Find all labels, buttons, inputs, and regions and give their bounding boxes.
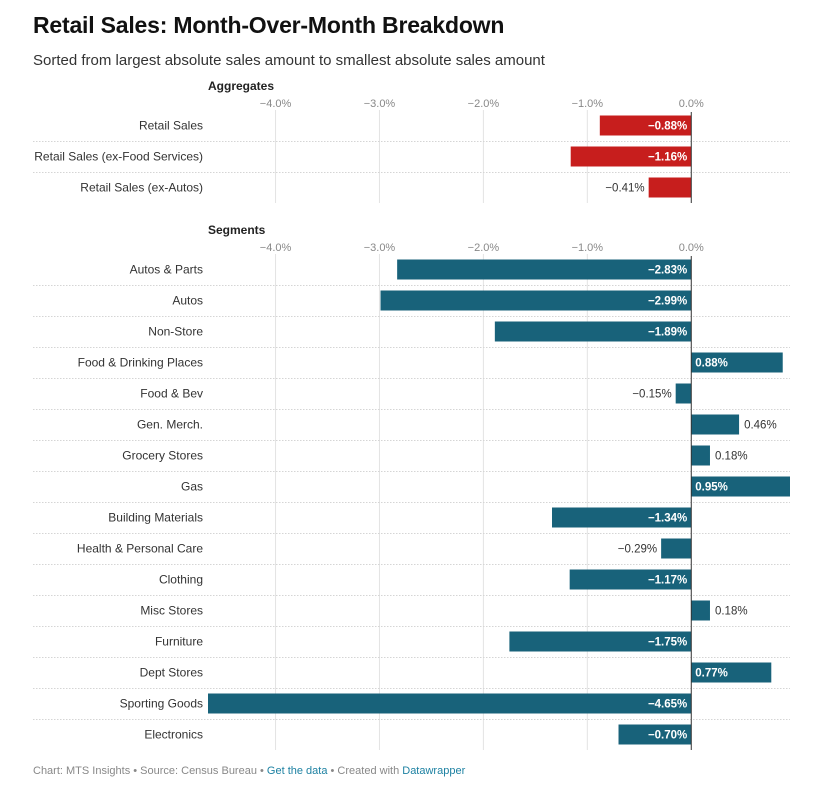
- category-label-1-15: Electronics: [144, 728, 203, 742]
- category-label-1-0: Autos & Parts: [130, 263, 203, 277]
- section-title-1: Segments: [208, 223, 266, 237]
- value-label-1-10: −1.17%: [648, 575, 687, 587]
- category-label-1-7: Gas: [181, 480, 203, 494]
- value-label-1-4: −0.15%: [632, 389, 671, 401]
- value-label-1-1: −2.99%: [648, 296, 687, 308]
- tick-label-0-2: −2.0%: [468, 98, 500, 110]
- value-label-1-6: 0.18%: [715, 451, 748, 463]
- tick-label-1-0: −4.0%: [260, 242, 292, 254]
- bar-1-9: [661, 538, 692, 559]
- category-label-1-4: Food & Bev: [140, 387, 203, 401]
- bar-1-13: [691, 662, 772, 683]
- category-label-1-1: Autos: [172, 294, 203, 308]
- value-label-1-8: −1.34%: [648, 513, 687, 525]
- value-label-1-0: −2.83%: [648, 265, 687, 277]
- tick-label-0-1: −3.0%: [364, 98, 396, 110]
- tick-label-1-3: −1.0%: [572, 242, 604, 254]
- bar-1-3: [691, 352, 783, 373]
- category-label-0-2: Retail Sales (ex-Autos): [80, 181, 203, 195]
- bar-1-11: [691, 600, 710, 621]
- value-label-0-2: −0.41%: [605, 183, 644, 195]
- bar-1-4: [675, 383, 692, 404]
- category-label-1-11: Misc Stores: [140, 604, 203, 618]
- value-label-1-2: −1.89%: [648, 327, 687, 339]
- value-label-1-12: −1.75%: [648, 637, 687, 649]
- tick-label-0-3: −1.0%: [572, 98, 604, 110]
- value-label-0-1: −1.16%: [648, 152, 687, 164]
- value-label-1-7: 0.95%: [695, 482, 728, 494]
- chart-title: Retail Sales: Month-Over-Month Breakdown: [33, 12, 505, 38]
- bar-1-1: [380, 290, 692, 311]
- chart-subtitle: Sorted from largest absolute sales amoun…: [33, 52, 545, 69]
- bar-0-0: [599, 115, 692, 136]
- category-label-1-6: Grocery Stores: [122, 449, 203, 463]
- chart-canvas: Aggregates −4.0% −3.0% −2.0% −1.0% 0.0% Retail…: [33, 79, 790, 750]
- category-label-1-2: Non-Store: [148, 325, 203, 339]
- category-label-1-5: Gen. Merch.: [137, 418, 203, 432]
- bar-1-14: [208, 693, 692, 714]
- section-title-0: Aggregates: [208, 79, 274, 93]
- category-label-1-3: Food & Drinking Places: [78, 356, 203, 370]
- get-the-data-link[interactable]: Get the data: [266, 765, 328, 777]
- value-label-1-3: 0.88%: [695, 358, 728, 370]
- value-label-1-15: −0.70%: [648, 730, 687, 742]
- bar-1-15: [618, 724, 692, 745]
- tick-label-1-1: −3.0%: [364, 242, 396, 254]
- chart-footer: Chart: MTS Insights • Source: Census Bur…: [33, 765, 465, 777]
- tick-label-0-0: −4.0%: [260, 98, 292, 110]
- bar-1-8: [552, 507, 692, 528]
- bar-0-1: [570, 146, 692, 167]
- bar-1-10: [569, 569, 692, 590]
- value-label-1-5: 0.46%: [744, 420, 777, 432]
- category-label-1-13: Dept Stores: [140, 666, 203, 680]
- category-label-0-1: Retail Sales (ex-Food Services): [34, 150, 203, 164]
- bar-1-0: [397, 259, 692, 280]
- bar-1-5: [691, 414, 740, 435]
- bar-0-2: [648, 177, 692, 198]
- tick-label-1-4: 0.0%: [679, 242, 704, 254]
- category-label-1-10: Clothing: [159, 573, 203, 587]
- bar-1-12: [509, 631, 692, 652]
- bar-1-7: [691, 476, 790, 497]
- category-label-1-14: Sporting Goods: [120, 697, 203, 711]
- value-label-1-13: 0.77%: [695, 668, 728, 680]
- value-label-1-9: −0.29%: [618, 544, 657, 556]
- datawrapper-link[interactable]: Datawrapper: [402, 765, 466, 777]
- value-label-0-0: −0.88%: [648, 121, 687, 133]
- category-label-0-0: Retail Sales: [139, 119, 203, 133]
- category-label-1-12: Furniture: [155, 635, 203, 649]
- footer-middle: • Created with: [327, 765, 403, 777]
- value-label-1-11: 0.18%: [715, 606, 748, 618]
- bar-1-2: [494, 321, 692, 342]
- tick-label-0-4: 0.0%: [679, 98, 704, 110]
- category-label-1-9: Health & Personal Care: [77, 542, 203, 556]
- footer-source: Chart: MTS Insights • Source: Census Bur…: [33, 765, 267, 777]
- bar-1-6: [691, 445, 710, 466]
- tick-label-1-2: −2.0%: [468, 242, 500, 254]
- value-label-1-14: −4.65%: [648, 699, 687, 711]
- category-label-1-8: Building Materials: [108, 511, 203, 525]
